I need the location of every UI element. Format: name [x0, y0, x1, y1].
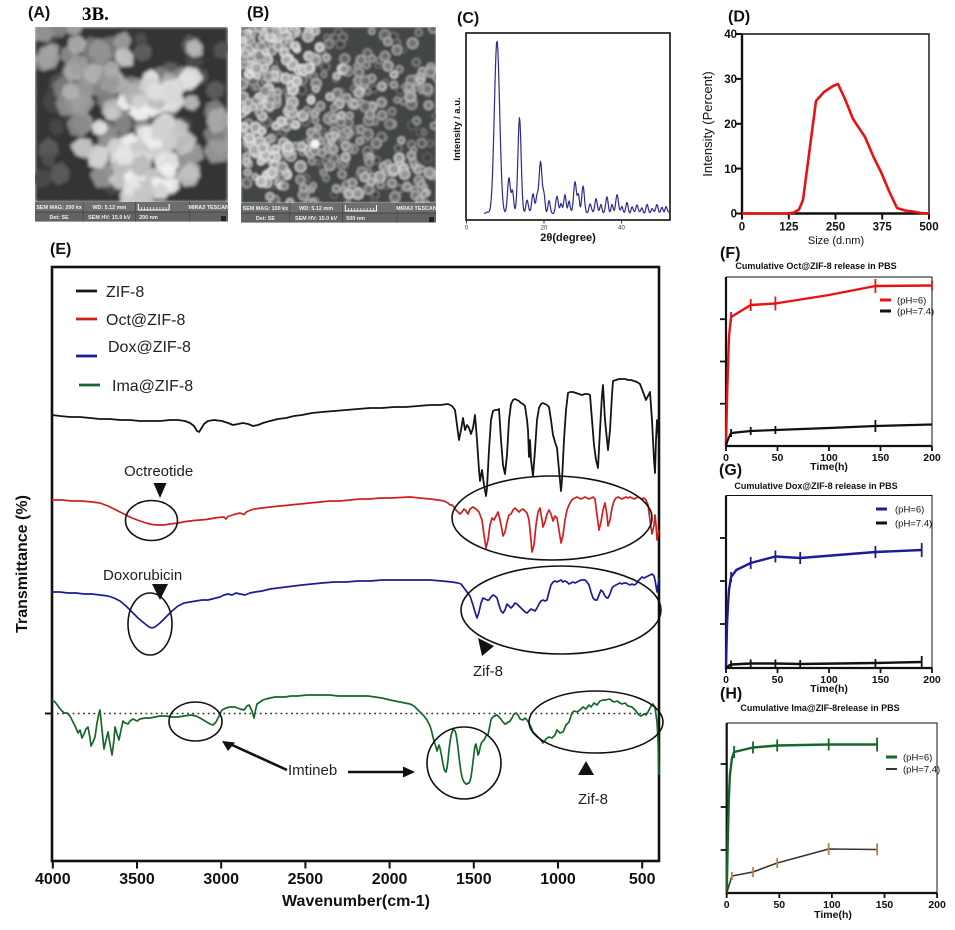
svg-text:SEM HV: 15.0 kV: SEM HV: 15.0 kV [88, 215, 131, 221]
svg-text:20: 20 [724, 119, 737, 131]
svg-text:3B.: 3B. [82, 4, 109, 25]
svg-text:(pH=6): (pH=6) [897, 296, 926, 307]
svg-text:SEM MAG: 100 kx: SEM MAG: 100 kx [243, 206, 289, 212]
svg-text:(F): (F) [720, 245, 740, 262]
svg-text:MIRA3 TESCAN: MIRA3 TESCAN [188, 205, 229, 211]
svg-text:ZIF-8: ZIF-8 [106, 284, 144, 301]
svg-text:Cumulative Dox@ZIF-8 release i: Cumulative Dox@ZIF-8 release in PBS [734, 481, 897, 491]
svg-text:Intensity / a.u.: Intensity / a.u. [452, 97, 463, 160]
svg-text:(pH=7.4): (pH=7.4) [895, 519, 932, 530]
svg-text:Time(h): Time(h) [810, 683, 848, 695]
svg-text:0: 0 [731, 209, 737, 221]
svg-text:100: 100 [823, 899, 841, 911]
svg-text:Dox@ZIF-8: Dox@ZIF-8 [108, 339, 191, 356]
svg-text:WD: 5.12 mm: WD: 5.12 mm [299, 206, 333, 212]
svg-text:1000: 1000 [540, 871, 576, 888]
svg-text:500: 500 [629, 871, 656, 888]
svg-text:Time(h): Time(h) [814, 909, 852, 921]
svg-text:(G): (G) [719, 462, 742, 479]
svg-text:Time(h): Time(h) [810, 461, 848, 473]
svg-text:0: 0 [723, 452, 729, 464]
svg-text:100: 100 [820, 452, 838, 464]
svg-text:500: 500 [919, 222, 938, 234]
svg-text:SEM HV: 15.0 kV: SEM HV: 15.0 kV [295, 216, 338, 222]
svg-text:Zif-8: Zif-8 [578, 791, 608, 808]
svg-text:(A): (A) [28, 5, 50, 22]
svg-text:200: 200 [923, 674, 941, 686]
svg-text:(D): (D) [728, 9, 750, 26]
svg-text:(pH=7.4): (pH=7.4) [897, 307, 934, 318]
svg-text:4000: 4000 [35, 871, 71, 888]
svg-text:100: 100 [820, 674, 838, 686]
svg-text:(H): (H) [720, 686, 742, 703]
svg-text:Transmittance (%): Transmittance (%) [14, 495, 31, 633]
svg-text:Intensity (Percent): Intensity (Percent) [700, 71, 715, 177]
svg-text:3500: 3500 [119, 871, 155, 888]
svg-text:WD: 5.12 mm: WD: 5.12 mm [92, 205, 126, 211]
svg-text:150: 150 [872, 674, 890, 686]
svg-text:125: 125 [779, 222, 799, 234]
svg-text:(pH=6): (pH=6) [903, 753, 932, 764]
svg-text:0: 0 [724, 899, 730, 911]
svg-text:40: 40 [618, 226, 625, 232]
svg-text:(E): (E) [50, 241, 71, 258]
svg-text:0: 0 [465, 226, 469, 232]
svg-text:Ima@ZIF-8: Ima@ZIF-8 [112, 378, 193, 395]
svg-text:500 nm: 500 nm [346, 216, 365, 222]
svg-text:2θ(degree): 2θ(degree) [540, 232, 596, 244]
svg-text:(pH=6): (pH=6) [895, 505, 924, 516]
svg-text:250: 250 [826, 222, 845, 234]
svg-text:50: 50 [772, 452, 784, 464]
svg-text:200: 200 [928, 899, 946, 911]
svg-text:0: 0 [739, 222, 745, 234]
svg-text:Zif-8: Zif-8 [473, 663, 503, 680]
svg-text:20: 20 [541, 226, 548, 232]
svg-text:Wavenumber(cm-1): Wavenumber(cm-1) [282, 893, 430, 910]
svg-text:Octreotide: Octreotide [124, 463, 193, 480]
svg-text:3000: 3000 [203, 871, 239, 888]
svg-text:Size (d.nm): Size (d.nm) [808, 235, 864, 247]
svg-text:(pH=7.4): (pH=7.4) [903, 765, 940, 776]
svg-text:2000: 2000 [372, 871, 408, 888]
svg-text:0: 0 [723, 674, 729, 686]
svg-text:(C): (C) [457, 10, 479, 27]
svg-text:Doxorubicin: Doxorubicin [103, 567, 182, 584]
svg-text:200: 200 [923, 452, 941, 464]
svg-text:150: 150 [876, 899, 894, 911]
svg-text:50: 50 [773, 899, 785, 911]
svg-text:Oct@ZIF-8: Oct@ZIF-8 [106, 312, 185, 329]
svg-text:10: 10 [724, 164, 737, 176]
svg-text:SEM MAG: 200 kx: SEM MAG: 200 kx [36, 205, 82, 211]
svg-text:200 nm: 200 nm [139, 215, 158, 221]
svg-text:Cumulative Ima@ZIF-8release in: Cumulative Ima@ZIF-8release in PBS [740, 703, 899, 713]
svg-text:150: 150 [872, 452, 890, 464]
svg-text:(B): (B) [247, 5, 269, 22]
svg-text:1500: 1500 [456, 871, 492, 888]
svg-text:40: 40 [724, 29, 737, 41]
svg-text:30: 30 [724, 74, 737, 86]
svg-text:Det: SE: Det: SE [50, 215, 70, 221]
svg-text:Cumulative Oct@ZIF-8 release i: Cumulative Oct@ZIF-8 release in PBS [735, 261, 896, 271]
svg-text:375: 375 [873, 222, 893, 234]
svg-text:Imtineb: Imtineb [288, 762, 337, 779]
svg-text:50: 50 [772, 674, 784, 686]
svg-text:MIRA3 TESCAN: MIRA3 TESCAN [396, 206, 437, 212]
svg-text:Det: SE: Det: SE [256, 216, 276, 222]
svg-text:2500: 2500 [288, 871, 324, 888]
